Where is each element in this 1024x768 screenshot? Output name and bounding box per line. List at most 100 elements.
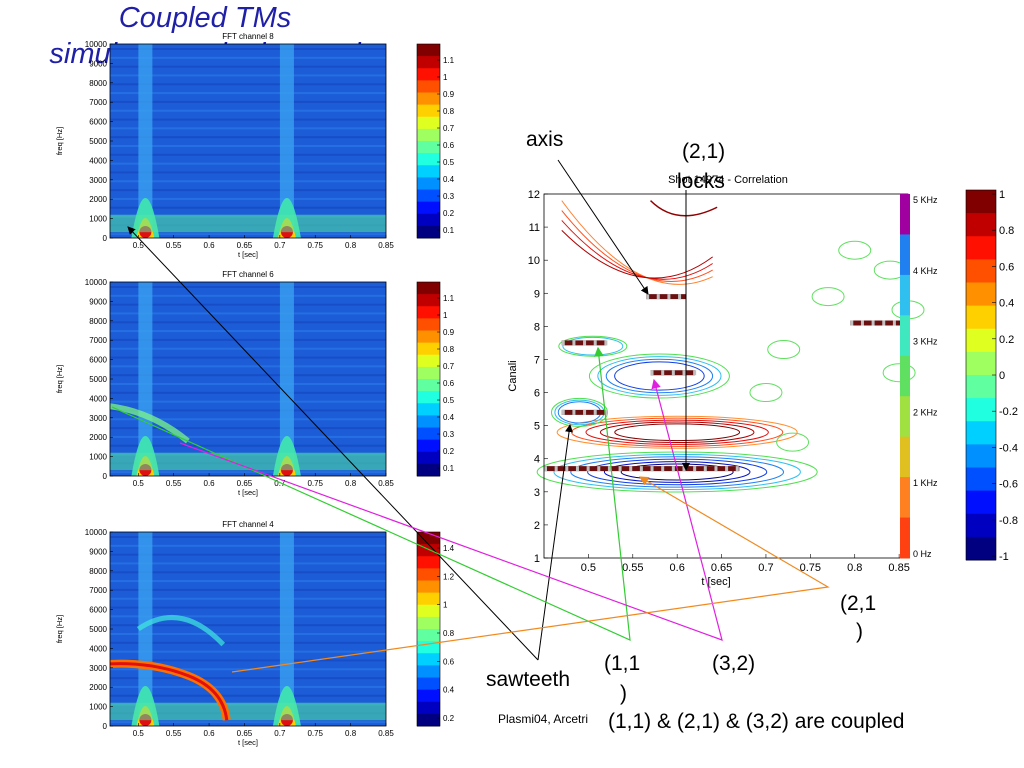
texture-band [110,189,386,192]
colorbar-tick-label: -0.2 [999,406,1018,418]
freq-scale-label: 2 KHz [913,407,938,417]
colorbar-tick-label: 0.8 [443,629,455,638]
colorbar-segment [966,328,996,353]
colorbar-segment [417,677,440,691]
y-tick-label: 6000 [89,118,107,127]
colorbar-segment [417,80,440,93]
trace-low-tick [661,466,665,472]
fft-channel-6-chart: FFT channel 6 0 1000 2000 3000 4000 5000 6000 70… [55,270,455,497]
y-tick-label: 1000 [89,703,107,712]
colorbar-segment [417,282,440,295]
chart-title: Shot 14974 - Correlation [668,174,788,186]
colorbar-segment [417,306,440,319]
x-tick-label: 0.55 [622,562,643,574]
y-tick-label: 3 [534,487,540,499]
trace-left-top-tick [583,340,587,346]
x-tick-label: 0.55 [166,729,182,738]
colorbar-tick-label: 0.9 [443,328,455,337]
x-tick-label: 0.6 [204,729,216,738]
y-tick-label: 6000 [89,356,107,365]
texture-band [110,145,386,147]
y-tick-label: 4000 [89,394,107,403]
colorbar-segment [417,213,440,227]
plot-area [544,194,908,558]
x-tick-label: 0.75 [800,562,821,574]
x-tick-label: 0.85 [378,479,394,488]
colorbar-tick-label: 0.9 [443,90,455,99]
colorbar-segment [417,415,440,428]
colorbar-tick-label: 0.2 [443,447,455,456]
y-tick-label: 2000 [89,195,107,204]
y-tick-label: 3000 [89,664,107,673]
y-tick-label: 10000 [85,278,108,287]
trace-left-top-tick [593,340,597,346]
colorbar-segment [417,604,440,618]
colorbar-tick-label: -0.6 [999,479,1018,491]
y-tick-label: 7 [534,354,540,366]
colorbar-segment [966,282,996,307]
texture-band [110,109,386,112]
x-tick-label: 0.5 [581,562,596,574]
x-tick-label: 0.7 [758,562,773,574]
x-tick-label: 0.8 [345,241,357,250]
x-tick-label: 0.85 [888,562,909,574]
colorbar-tick-label: 0.6 [443,141,455,150]
x-tick-label: 0.5 [133,729,145,738]
trace-low-tick [714,466,718,472]
colorbar-segment [417,532,440,545]
trace-right-tick [850,320,854,326]
colorbar-segment [417,403,440,416]
colorbar-segment [417,104,440,118]
colorbar-segment [966,375,996,399]
colorbar-tick-label: 1 [443,73,448,82]
y-tick-label: 1 [534,553,540,565]
x-axis-label: t [sec] [238,250,258,259]
texture-band [110,685,386,688]
freq-scale-label: 4 KHz [913,266,938,276]
x-tick-label: 0.85 [378,241,394,250]
colorbar-tick-label: 0.1 [443,226,455,235]
colorbar-segment [417,68,440,81]
texture-band [110,65,386,68]
colorbar-tick-label: 0.8 [999,225,1014,237]
low-freq-band [110,214,386,233]
x-tick-label: 0.6 [204,479,216,488]
y-tick-label: 1000 [89,215,107,224]
y-tick-label: 11 [529,222,540,234]
texture-band [110,127,386,130]
texture-band [110,92,386,95]
freq-scale-label: 0 Hz [913,549,932,559]
y-tick-label: 4000 [89,156,107,165]
y-tick-label: 9 [534,288,540,300]
colorbar-segment [417,366,440,380]
colorbar-segment [417,318,440,331]
freq-strip-segment [900,436,910,478]
colorbar-segment [417,592,440,606]
texture-band [110,206,386,209]
colorbar-tick-label: 0.8 [443,107,455,116]
freq-strip-segment [900,517,910,559]
trace-upper-tick [667,294,671,300]
fft-channel-8-chart: FFT channel 8 0 1000 2000 3000 4000 5000 6000 70… [55,32,455,259]
colorbar-tick-label: 1 [443,601,448,610]
slide-title-line1: Coupled TMs [118,2,292,34]
colorbar-segment [417,427,440,441]
freq-strip-segment [900,477,910,519]
fft-channel-4-chart: FFT channel 4 0 1000 2000 3000 4000 5000 6000 70… [55,520,455,747]
y-tick-label: 1000 [89,453,107,462]
colorbar-segment [417,141,440,154]
colorbar-segment [417,116,440,130]
texture-band [110,56,386,59]
colorbar-segment [966,444,996,468]
colorbar-tick-label: 0.2 [443,209,455,218]
colorbar-segment [417,294,440,307]
colorbar-segment [417,544,440,557]
colorbar-segment [417,629,440,642]
trace-low-tick [597,466,601,472]
freq-scale-label: 1 KHz [913,478,938,488]
mode-11-label-a: (1,1 [604,652,641,675]
trace-right-tick [882,320,886,326]
y-tick-label: 9000 [89,297,107,306]
freq-strip-segment [900,234,910,276]
y-tick-label: 5000 [89,625,107,634]
